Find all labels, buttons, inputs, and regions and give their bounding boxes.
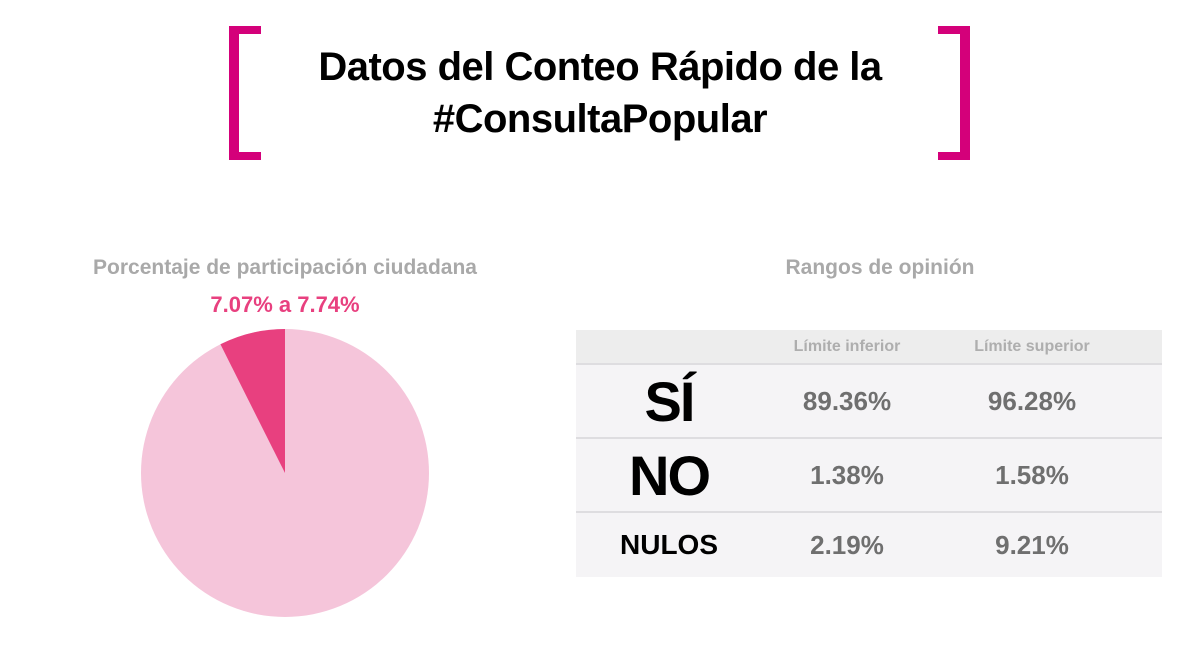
lower-limit-value: 89.36% <box>802 385 892 416</box>
participation-range: 7.07% a 7.74% <box>210 292 360 317</box>
row-label-si: SÍ <box>644 369 696 433</box>
header-cell-lower: Límite inferior <box>793 337 901 355</box>
upper-limit-value: 9.21% <box>995 529 1069 560</box>
bracket-bar <box>229 152 261 160</box>
title-line-1: Datos del Conteo Rápido de la <box>318 45 882 89</box>
bracket-bar <box>960 26 970 160</box>
lower-limit-value: 1.38% <box>810 459 884 490</box>
opinion-heading: Rangos de opinión <box>785 256 975 279</box>
table-row: NULOS 2.19% 9.21% <box>576 513 1162 577</box>
bracket-bar <box>938 152 970 160</box>
pie-slice-participation <box>220 329 285 473</box>
lower-limit-value: 2.19% <box>810 529 884 560</box>
table-row: SÍ 89.36% 96.28% <box>576 365 1162 439</box>
left-bracket-decoration <box>229 26 261 160</box>
page-title: Datos del Conteo Rápido de la #ConsultaP… <box>260 41 940 145</box>
bracket-bar <box>938 26 970 34</box>
row-label-nulos: NULOS <box>620 529 718 560</box>
bracket-bar <box>229 26 239 160</box>
table-row: NO 1.38% 1.58% <box>576 439 1162 513</box>
title-line-2: #ConsultaPopular <box>432 97 768 141</box>
upper-limit-value: 96.28% <box>987 385 1077 416</box>
row-label-no: NO <box>629 443 711 507</box>
table-header-row: Límite inferior Límite superior <box>576 330 1162 365</box>
participation-pie-chart <box>141 329 429 617</box>
opinion-table: Límite inferior Límite superior SÍ 89.36… <box>576 330 1162 577</box>
header-cell-upper: Límite superior <box>974 337 1090 355</box>
participation-heading: Porcentaje de participación ciudadana <box>93 256 477 279</box>
upper-limit-value: 1.58% <box>995 459 1069 490</box>
right-bracket-decoration <box>938 26 970 160</box>
bracket-bar <box>229 26 261 34</box>
